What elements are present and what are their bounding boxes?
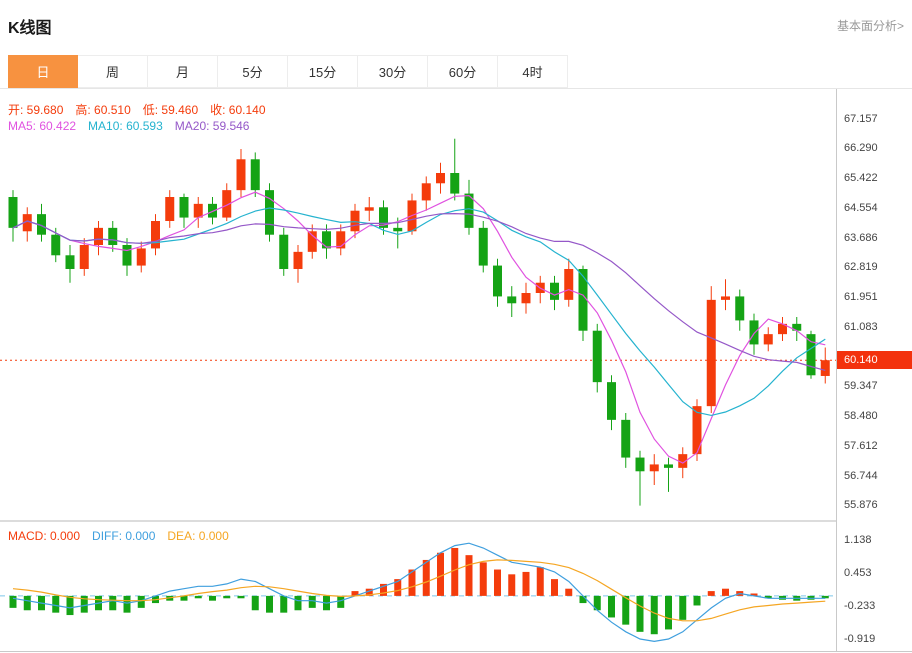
chart-area: 开: 59.680 高: 60.510 低: 59.460 收: 60.140 MA5… [0, 89, 912, 652]
price-axis-label: 64.554 [844, 201, 878, 214]
tab-30分[interactable]: 30分 [358, 55, 428, 88]
price-axis-label: 63.686 [844, 231, 878, 244]
ma-readout: MA5: 60.422 MA10: 60.593 MA20: 59.546 [8, 119, 261, 133]
macd-readout-macd: MACD: 0.000 [8, 529, 81, 543]
tab-15分[interactable]: 15分 [288, 55, 358, 88]
header: K线图 基本面分析> [0, 0, 912, 55]
price-axis: 67.157 66.290 65.422 64.554 63.686 62.819 61.9… [836, 89, 912, 651]
macd-axis-label: 0.453 [844, 567, 872, 580]
price-axis-label: 67.157 [844, 112, 878, 125]
timeframe-tabs: 日周月 5分 15分 30分 60分 4时 [0, 55, 912, 89]
candlestick-chart[interactable] [0, 89, 836, 521]
ohlc-readout-high: 高: 60.510 [75, 103, 131, 117]
macd-chart[interactable] [0, 524, 836, 651]
tab-4时[interactable]: 4时 [498, 55, 568, 88]
price-axis-label: 61.951 [844, 291, 878, 304]
current-price-tag: 60.140 [837, 351, 912, 370]
ma-readout-ma20: MA20: 59.546 [174, 119, 250, 133]
tab-60分[interactable]: 60分 [428, 55, 498, 88]
macd-axis-label: 1.138 [844, 534, 872, 547]
ma-readout-ma10: MA10: 60.593 [88, 119, 163, 133]
page-title: K线图 [8, 20, 52, 37]
fundamental-analysis-link[interactable]: 基本面分析> [836, 19, 904, 33]
price-axis-label: 58.480 [844, 410, 878, 423]
price-axis-label: 59.347 [844, 380, 878, 393]
ma-readout-ma5: MA5: 60.422 [8, 119, 77, 133]
ohlc-readout-close: 收: 60.140 [210, 103, 266, 117]
macd-readout: MACD: 0.000 DIFF: 0.000 DEA: 0.000 [8, 529, 241, 543]
panel-separator [0, 520, 912, 522]
ohlc-readout: 开: 59.680 高: 60.510 低: 59.460 收: 60.140 [8, 101, 278, 118]
price-axis-label: 66.290 [844, 142, 878, 155]
price-axis-label: 62.819 [844, 261, 878, 274]
price-axis-label: 55.876 [844, 499, 878, 512]
price-axis-label: 57.612 [844, 439, 878, 452]
tab-月[interactable]: 月 [148, 55, 218, 88]
price-axis-label: 65.422 [844, 172, 878, 185]
macd-readout-dea: DEA: 0.000 [167, 529, 229, 543]
price-axis-label: 56.744 [844, 469, 878, 482]
tab-周[interactable]: 周 [78, 55, 148, 88]
price-axis-label: 61.083 [844, 320, 878, 333]
ohlc-readout-low: 低: 59.460 [142, 103, 199, 117]
tab-日[interactable]: 日 [8, 55, 78, 88]
macd-axis-label: -0.919 [844, 632, 876, 645]
macd-readout-diff: DIFF: 0.000 [92, 529, 156, 543]
tab-5分[interactable]: 5分 [218, 55, 288, 88]
macd-axis-label: -0.233 [844, 600, 876, 613]
ohlc-readout-open: 开: 59.680 [8, 103, 64, 117]
